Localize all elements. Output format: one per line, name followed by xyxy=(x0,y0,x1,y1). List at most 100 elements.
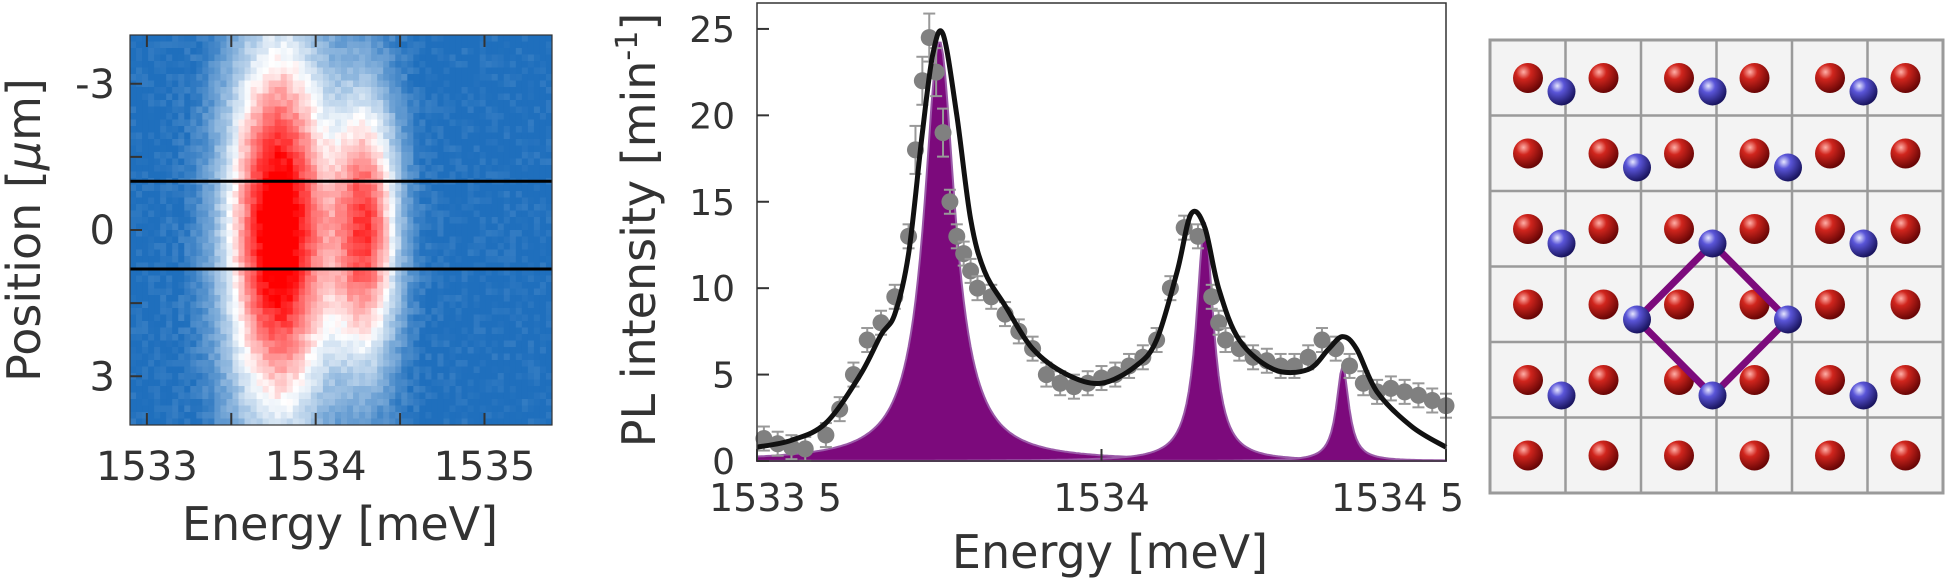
heatmap-cell xyxy=(473,61,481,69)
heatmap-cell xyxy=(226,360,234,368)
heatmap-cell xyxy=(341,165,348,173)
heatmap-cell xyxy=(503,295,511,303)
heatmap-cell xyxy=(238,35,246,43)
heatmap-cell xyxy=(322,347,330,355)
heatmap-cell xyxy=(220,158,228,166)
heatmap-cell xyxy=(238,106,246,114)
heatmap-cell xyxy=(407,126,414,134)
heatmap-cell xyxy=(310,139,318,147)
heatmap-cell xyxy=(455,41,463,49)
heatmap-cell xyxy=(202,347,209,355)
heatmap-cell xyxy=(425,366,433,374)
heatmap-cell xyxy=(395,340,402,348)
heatmap-cell xyxy=(286,184,294,192)
heatmap-cell xyxy=(232,295,240,303)
heatmap-cell xyxy=(328,145,336,153)
heatmap-cell xyxy=(413,405,420,413)
heatmap-cell xyxy=(467,256,475,264)
heatmap-cell xyxy=(184,41,191,49)
heatmap-cell xyxy=(298,145,306,153)
heatmap-cell xyxy=(509,165,517,173)
heatmap-cell xyxy=(545,230,552,238)
heatmap-cell xyxy=(545,191,552,199)
heatmap-cell xyxy=(268,93,276,101)
heatmap-cell xyxy=(160,275,167,283)
heatmap-cell xyxy=(449,334,457,342)
heatmap-cell xyxy=(268,386,276,394)
spectrum-data-point xyxy=(1313,331,1331,349)
heatmap-cell xyxy=(232,210,240,218)
heatmap-cell xyxy=(280,197,288,205)
heatmap-cell xyxy=(491,126,499,134)
heatmap-cell xyxy=(280,61,288,69)
heatmap-cell xyxy=(419,366,426,374)
heatmap-cell xyxy=(485,139,493,147)
heatmap-cell xyxy=(190,171,197,179)
heatmap-cell xyxy=(208,243,215,251)
heatmap-cell xyxy=(160,67,167,75)
heatmap-cell xyxy=(190,35,197,43)
heatmap-cell xyxy=(503,210,511,218)
heatmap-cell xyxy=(244,106,252,114)
heatmap-cell xyxy=(401,217,408,225)
heatmap-cell xyxy=(196,210,203,218)
heatmap-cell xyxy=(202,269,209,277)
heatmap-cell xyxy=(226,373,234,381)
heatmap-cell xyxy=(353,191,360,199)
heatmap-cell xyxy=(274,392,282,400)
heatmap-cell xyxy=(304,366,312,374)
heatmap-cell xyxy=(232,67,240,75)
heatmap-cell xyxy=(196,113,203,121)
heatmap-cell xyxy=(280,184,288,192)
heatmap-cell xyxy=(461,67,469,75)
heatmap-cell xyxy=(383,74,390,82)
heatmap-cell xyxy=(262,353,270,361)
heatmap-cell xyxy=(214,405,222,413)
heatmap-cell xyxy=(226,418,234,425)
heatmap-cell xyxy=(214,210,222,218)
heatmap-cell xyxy=(419,184,426,192)
heatmap-cell xyxy=(407,48,414,56)
heatmap-cell xyxy=(310,165,318,173)
heatmap-cell xyxy=(431,308,439,316)
heatmap-cell xyxy=(419,282,426,290)
heatmap-cell xyxy=(130,48,137,56)
heatmap-cell xyxy=(419,314,426,322)
heatmap-cell xyxy=(130,119,137,127)
heatmap-cell xyxy=(545,152,552,160)
heatmap-cell xyxy=(431,217,439,225)
heatmap-cell xyxy=(539,262,547,270)
heatmap-cell xyxy=(274,132,282,140)
heatmap-cell xyxy=(533,275,541,283)
heatmap-cell xyxy=(142,210,149,218)
heatmap-cell xyxy=(461,334,469,342)
heatmap-cell xyxy=(497,191,505,199)
heatmap-cell xyxy=(304,223,312,231)
heatmap-cell xyxy=(443,41,451,49)
heatmap-cell xyxy=(431,210,439,218)
heatmap-cell xyxy=(310,249,318,257)
heatmap-cell xyxy=(509,48,517,56)
heatmap-cell xyxy=(503,405,511,413)
heatmap-cell xyxy=(431,184,439,192)
heatmap-cell xyxy=(274,158,282,166)
heatmap-cell xyxy=(208,132,215,140)
heatmap-cell xyxy=(220,275,228,283)
heatmap-cell xyxy=(298,223,306,231)
heatmap-cell xyxy=(395,119,402,127)
heatmap-cell xyxy=(353,74,360,82)
heatmap-cell xyxy=(413,210,420,218)
heatmap-cell xyxy=(202,139,209,147)
heatmap-cell xyxy=(316,392,324,400)
heatmap-cell xyxy=(515,152,523,160)
heatmap-cell xyxy=(178,113,185,121)
heatmap-cell xyxy=(154,217,161,225)
heatmap-cell xyxy=(244,327,252,335)
heatmap-cell xyxy=(244,80,252,88)
heatmap-cell xyxy=(280,418,288,425)
heatmap-cell xyxy=(485,243,493,251)
heatmap-cell xyxy=(292,321,300,329)
heatmap-cell xyxy=(232,269,240,277)
heatmap-cell xyxy=(328,171,336,179)
heatmap-cell xyxy=(298,74,306,82)
